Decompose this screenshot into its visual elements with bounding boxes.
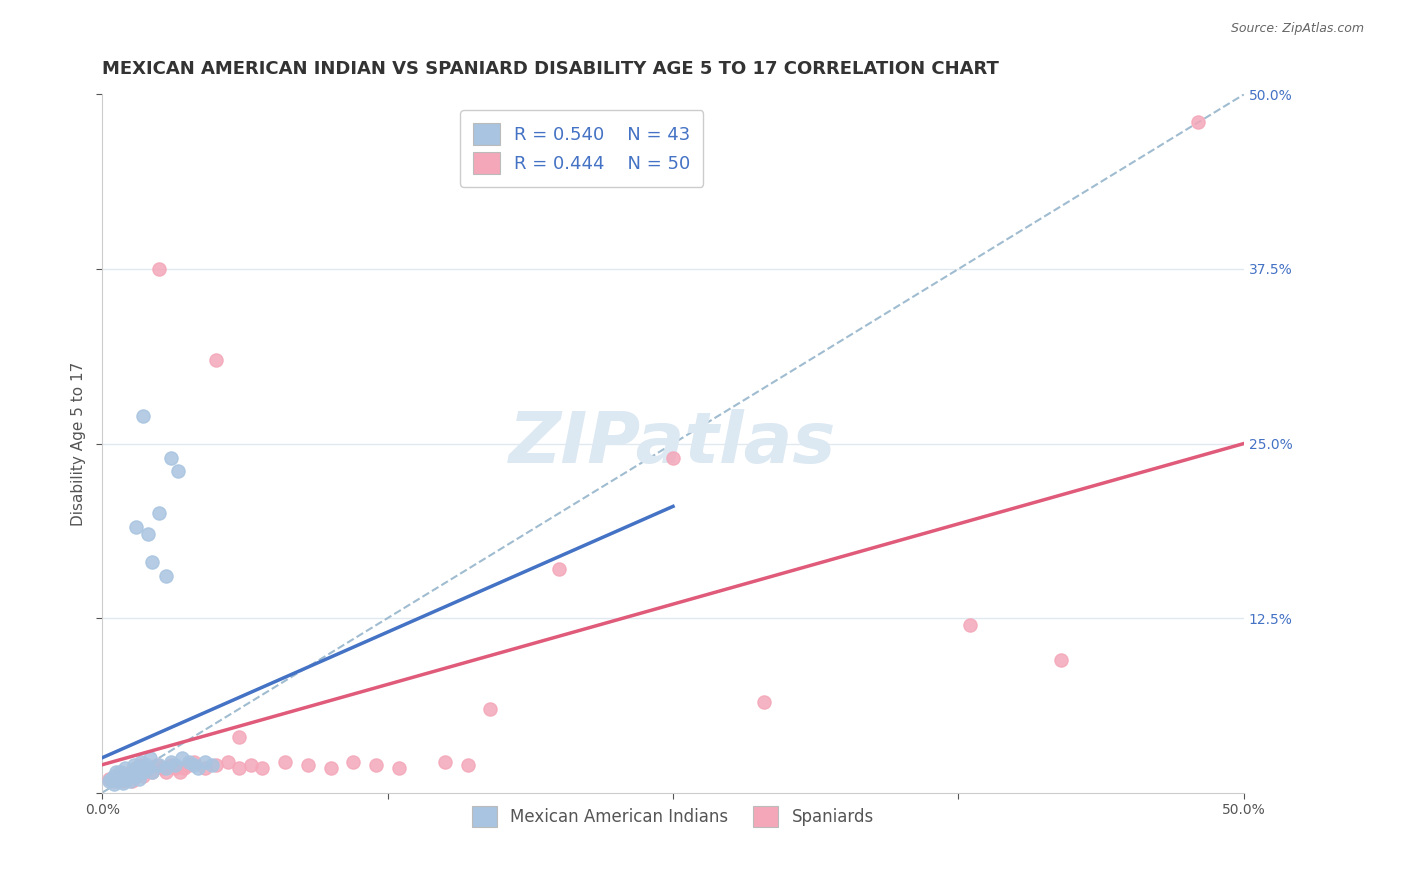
Point [132,409,155,423]
Point [173,760,195,774]
Point [111,774,134,789]
Point [114,769,136,783]
Point [662,450,685,465]
Point [457,757,479,772]
Point [125,520,148,534]
Point [103,777,125,791]
Y-axis label: Disability Age 5 to 17: Disability Age 5 to 17 [72,361,86,525]
Point [129,755,152,769]
Text: Source: ZipAtlas.com: Source: ZipAtlas.com [1230,22,1364,36]
Point [122,757,145,772]
Point [122,769,145,783]
Point [117,772,139,786]
Legend: Mexican American Indians, Spaniards: Mexican American Indians, Spaniards [465,799,880,833]
Point [110,772,132,786]
Point [297,757,319,772]
Point [121,774,143,789]
Point [107,774,129,789]
Point [183,755,205,769]
Point [104,769,127,783]
Point [169,764,191,779]
Point [136,760,159,774]
Point [342,755,364,769]
Point [114,769,136,783]
Point [177,757,200,772]
Text: ZIPatlas: ZIPatlas [509,409,837,478]
Point [136,760,159,774]
Point [228,760,250,774]
Point [479,702,502,716]
Point [205,352,228,367]
Point [132,764,155,779]
Point [155,760,177,774]
Point [110,764,132,779]
Point [118,764,141,779]
Point [388,760,411,774]
Point [103,774,125,789]
Point [194,755,217,769]
Point [100,772,122,786]
Point [201,757,224,772]
Point [128,764,150,779]
Point [125,760,148,774]
Point [150,760,173,774]
Point [177,755,200,769]
Point [125,769,148,783]
Point [111,776,134,790]
Point [165,760,187,774]
Point [187,760,209,774]
Point [250,760,273,774]
Point [228,730,250,744]
Point [319,760,342,774]
Point [155,569,177,583]
Point [172,750,194,764]
Point [1187,115,1209,129]
Point [128,772,150,786]
Point [129,757,152,772]
Point [159,757,181,772]
Point [141,764,163,779]
Point [103,769,125,783]
Point [107,772,129,786]
Point [155,764,177,779]
Point [135,757,157,772]
Point [433,755,456,769]
Point [141,764,163,779]
Point [194,760,217,774]
Point [98,772,121,786]
Point [547,562,569,576]
Point [146,757,169,772]
Point [136,527,159,541]
Point [205,757,228,772]
Point [166,465,188,479]
Point [110,764,132,779]
Point [159,755,181,769]
Point [141,555,163,569]
Point [117,772,139,786]
Point [754,695,776,709]
Point [159,450,181,465]
Point [125,760,148,774]
Point [98,774,121,789]
Point [165,757,187,772]
Point [148,757,170,772]
Point [366,757,388,772]
Text: MEXICAN AMERICAN INDIAN VS SPANIARD DISABILITY AGE 5 TO 17 CORRELATION CHART: MEXICAN AMERICAN INDIAN VS SPANIARD DISA… [103,60,1000,78]
Point [148,507,170,521]
Point [139,750,162,764]
Point [1050,653,1073,667]
Point [274,755,297,769]
Point [118,774,141,789]
Point [959,618,981,632]
Point [132,769,155,783]
Point [107,769,129,783]
Point [121,764,143,779]
Point [104,764,127,779]
Point [183,757,205,772]
Point [148,262,170,277]
Point [217,755,239,769]
Point [239,757,262,772]
Point [114,760,136,774]
